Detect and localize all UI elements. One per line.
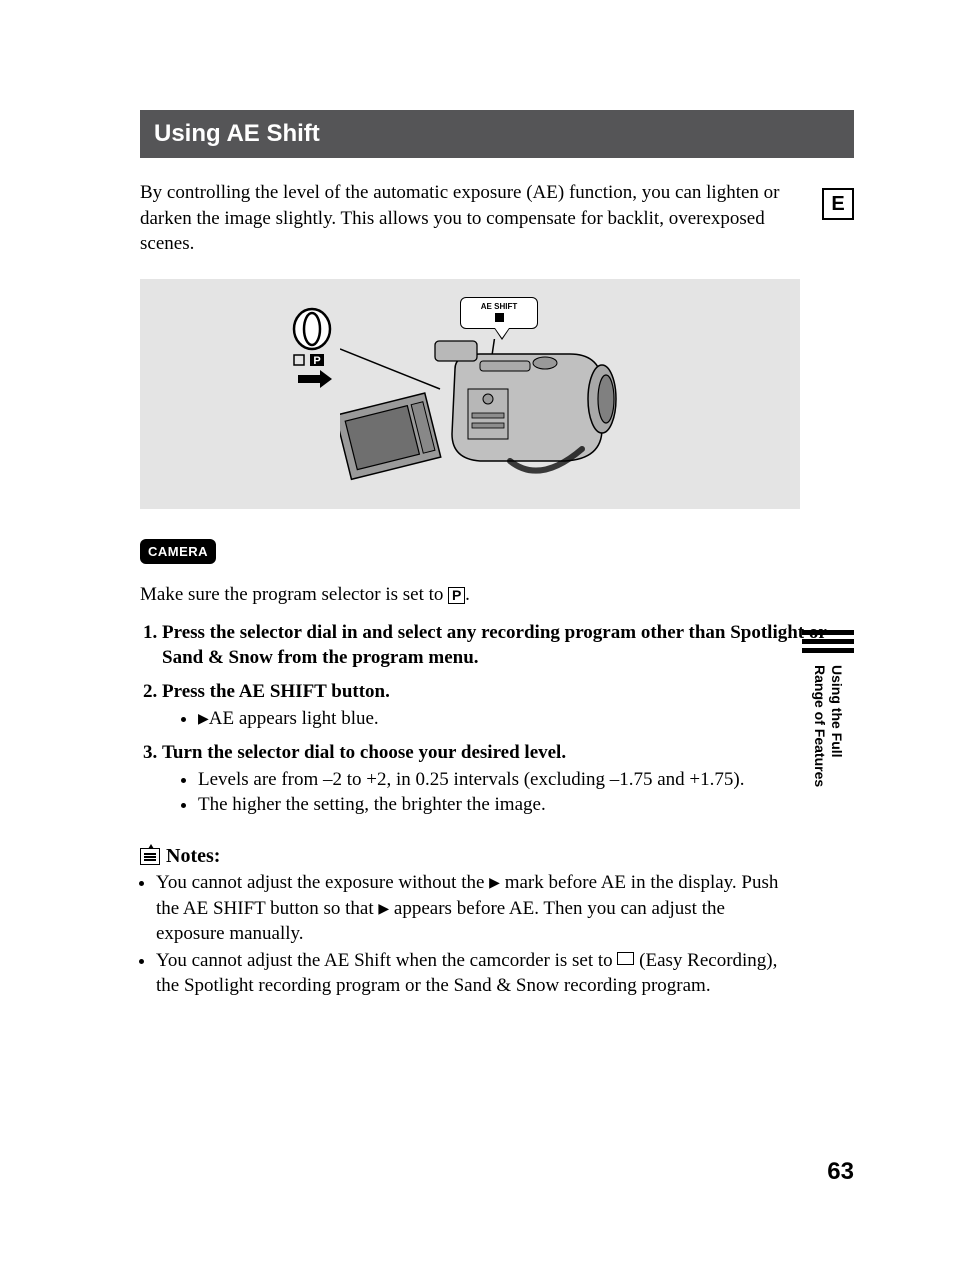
note-1: You cannot adjust the exposure without t… xyxy=(156,870,796,946)
mode-badge-row: CAMERA xyxy=(140,539,854,582)
p-mode-icon: P xyxy=(448,587,465,604)
notes-icon xyxy=(140,848,160,865)
easy-recording-icon xyxy=(617,952,634,965)
selector-instruction: Make sure the program selector is set to… xyxy=(140,582,854,608)
step-2-bullet-1: ▶AE appears light blue. xyxy=(198,706,854,731)
note-1-a: You cannot adjust the exposure without t… xyxy=(156,872,489,893)
step-3-text: Turn the selector dial to choose your de… xyxy=(162,742,566,763)
camera-mode-badge: CAMERA xyxy=(140,539,216,564)
selector-dial-icon: P xyxy=(290,307,330,387)
notes-list: You cannot adjust the exposure without t… xyxy=(140,870,854,998)
section-title: Using AE Shift xyxy=(140,110,854,158)
play-triangle-icon: ▶ xyxy=(378,901,389,920)
play-triangle-icon: ▶ xyxy=(198,711,209,729)
step-2: Press the AE SHIFT button. ▶AE appears l… xyxy=(162,679,854,732)
illustration-panel: AE SHIFT P xyxy=(140,279,800,509)
side-tab-text: Using the Full Range of Features xyxy=(811,665,845,787)
side-tab-line-2: Range of Features xyxy=(812,665,828,787)
callout-square-icon xyxy=(495,313,504,322)
step-3: Turn the selector dial to choose your de… xyxy=(162,740,854,818)
note-2-a: You cannot adjust the AE Shift when the … xyxy=(156,950,617,971)
svg-text:P: P xyxy=(313,355,320,367)
steps-list: Press the selector dial in and select an… xyxy=(140,620,854,818)
notes-heading: Notes: xyxy=(166,845,220,868)
page-number: 63 xyxy=(827,1158,854,1186)
camcorder-icon xyxy=(340,339,640,479)
note-2: You cannot adjust the AE Shift when the … xyxy=(156,948,796,999)
selector-instruction-text-b: . xyxy=(465,584,470,605)
step-2-text: Press the AE SHIFT button. xyxy=(162,681,390,702)
selector-instruction-text-a: Make sure the program selector is set to xyxy=(140,584,448,605)
language-badge-e: E xyxy=(822,188,854,220)
side-tab: Using the Full Range of Features xyxy=(802,630,854,787)
step-2-bullet-1-text: AE appears light blue. xyxy=(209,708,379,729)
side-tab-line-1: Using the Full xyxy=(829,665,845,758)
step-1: Press the selector dial in and select an… xyxy=(162,620,854,671)
intro-paragraph: By controlling the level of the automati… xyxy=(140,180,790,257)
side-tab-bars-icon xyxy=(802,630,854,653)
play-triangle-icon: ▶ xyxy=(489,875,500,894)
step-3-bullet-1: Levels are from –2 to +2, in 0.25 interv… xyxy=(198,767,854,792)
callout-text: AE SHIFT xyxy=(481,302,517,311)
notes-heading-row: Notes: xyxy=(140,845,854,868)
step-1-text: Press the selector dial in and select an… xyxy=(162,622,826,669)
callout-ae-shift: AE SHIFT xyxy=(460,297,538,329)
step-3-bullet-2: The higher the setting, the brighter the… xyxy=(198,792,854,817)
